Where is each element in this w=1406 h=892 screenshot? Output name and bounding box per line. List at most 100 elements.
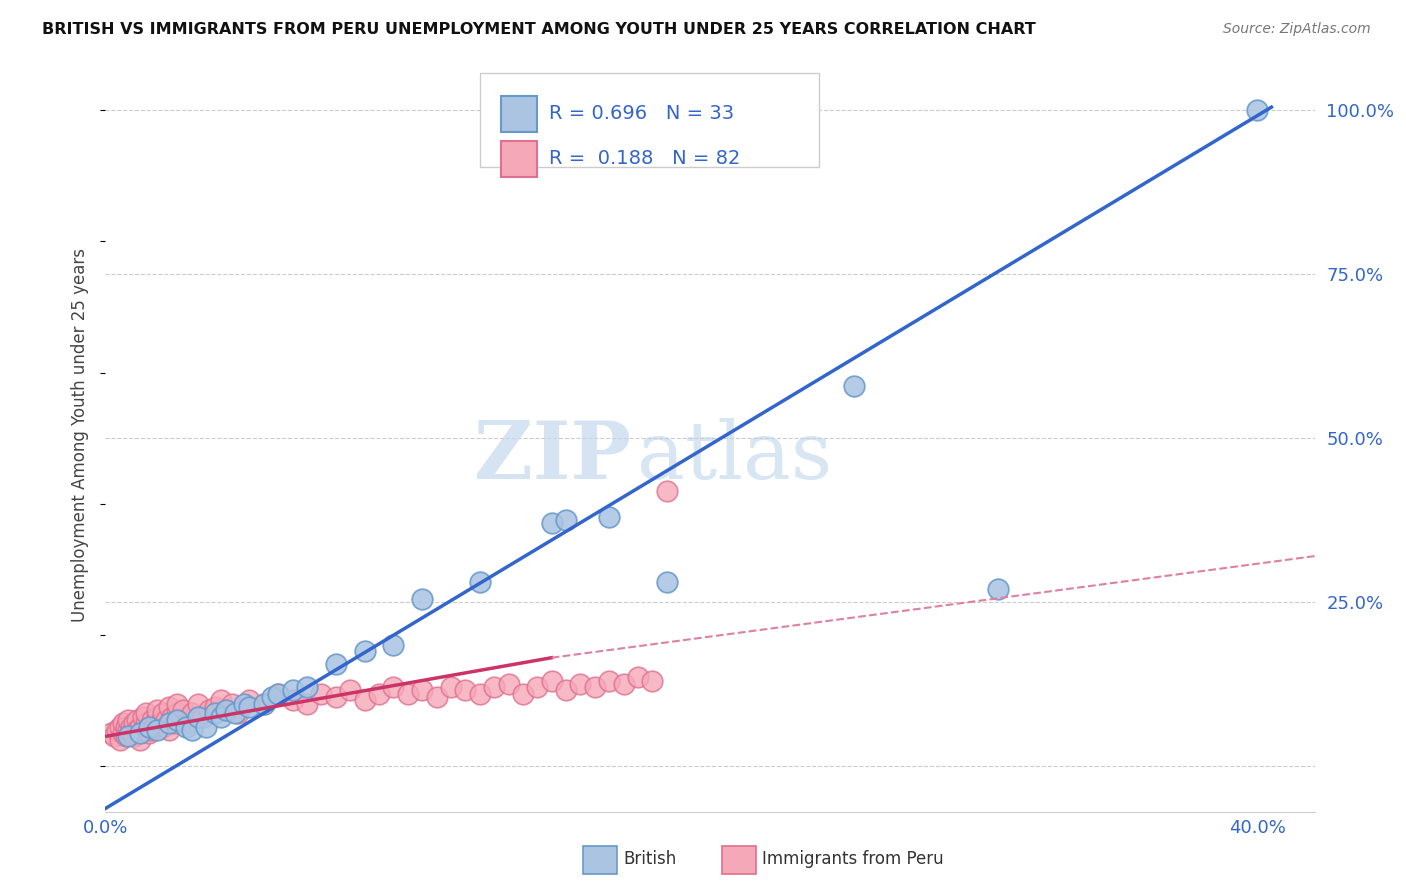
Text: atlas: atlas	[637, 418, 832, 497]
Point	[174, 719, 197, 733]
Point	[382, 680, 405, 694]
Point	[180, 723, 202, 737]
Text: Immigrants from Peru: Immigrants from Peru	[762, 850, 943, 868]
Point	[127, 723, 149, 737]
Point	[482, 680, 505, 694]
Point	[163, 716, 186, 731]
Point	[120, 719, 142, 733]
Point	[193, 709, 215, 723]
Point	[117, 713, 139, 727]
Point	[198, 703, 221, 717]
Point	[253, 697, 276, 711]
Point	[152, 719, 174, 733]
Point	[238, 693, 260, 707]
Point	[1246, 103, 1268, 118]
Point	[122, 716, 145, 731]
Point	[166, 697, 188, 711]
Point	[215, 703, 238, 717]
FancyBboxPatch shape	[723, 846, 756, 874]
Point	[281, 693, 304, 707]
FancyBboxPatch shape	[481, 73, 818, 168]
Point	[555, 683, 578, 698]
Point	[195, 719, 218, 733]
Point	[141, 723, 163, 737]
Point	[114, 719, 136, 733]
Point	[160, 709, 183, 723]
Point	[627, 670, 650, 684]
Point	[540, 516, 562, 531]
Point	[368, 687, 391, 701]
Point	[209, 709, 232, 723]
Point	[146, 709, 169, 723]
Text: British: British	[623, 850, 676, 868]
Point	[146, 723, 169, 737]
Point	[105, 723, 128, 737]
Point	[526, 680, 548, 694]
Point	[204, 706, 226, 721]
Point	[187, 709, 209, 723]
Point	[111, 716, 134, 731]
Point	[262, 690, 284, 704]
Point	[468, 575, 491, 590]
Point	[117, 730, 139, 744]
Point	[598, 673, 620, 688]
Point	[267, 687, 290, 701]
Point	[143, 719, 166, 733]
Point	[117, 723, 139, 737]
FancyBboxPatch shape	[501, 141, 537, 178]
Point	[281, 683, 304, 698]
Point	[339, 683, 361, 698]
FancyBboxPatch shape	[583, 846, 617, 874]
Point	[221, 697, 243, 711]
Point	[454, 683, 477, 698]
Point	[108, 719, 131, 733]
Point	[311, 687, 333, 701]
Point	[141, 713, 163, 727]
Point	[138, 719, 160, 733]
Point	[325, 690, 347, 704]
Point	[132, 709, 155, 723]
Point	[111, 726, 134, 740]
Text: R = 0.696   N = 33: R = 0.696 N = 33	[550, 104, 734, 123]
Point	[425, 690, 447, 704]
Point	[987, 582, 1010, 596]
Point	[149, 716, 172, 731]
Point	[114, 730, 136, 744]
Point	[132, 723, 155, 737]
Point	[138, 726, 160, 740]
Point	[166, 706, 188, 721]
Point	[540, 673, 562, 688]
Point	[583, 680, 606, 694]
Point	[468, 687, 491, 701]
Point	[152, 706, 174, 721]
Point	[157, 699, 180, 714]
Point	[129, 726, 152, 740]
Point	[146, 703, 169, 717]
Text: R =  0.188   N = 82: R = 0.188 N = 82	[550, 150, 741, 169]
Point	[440, 680, 463, 694]
Point	[613, 677, 636, 691]
Point	[353, 693, 375, 707]
Point	[138, 719, 160, 733]
Point	[180, 706, 202, 721]
Point	[598, 509, 620, 524]
Point	[127, 713, 149, 727]
Point	[555, 513, 578, 527]
Point	[267, 687, 290, 701]
Text: ZIP: ZIP	[474, 418, 631, 497]
Point	[655, 575, 678, 590]
Point	[655, 483, 678, 498]
Point	[129, 719, 152, 733]
Point	[238, 699, 260, 714]
Point	[226, 706, 249, 721]
Point	[498, 677, 520, 691]
Point	[169, 713, 191, 727]
Point	[224, 706, 246, 721]
Point	[108, 732, 131, 747]
Point	[295, 697, 318, 711]
Point	[641, 673, 664, 688]
Point	[157, 716, 180, 731]
Point	[396, 687, 419, 701]
Point	[512, 687, 534, 701]
Point	[135, 706, 157, 721]
